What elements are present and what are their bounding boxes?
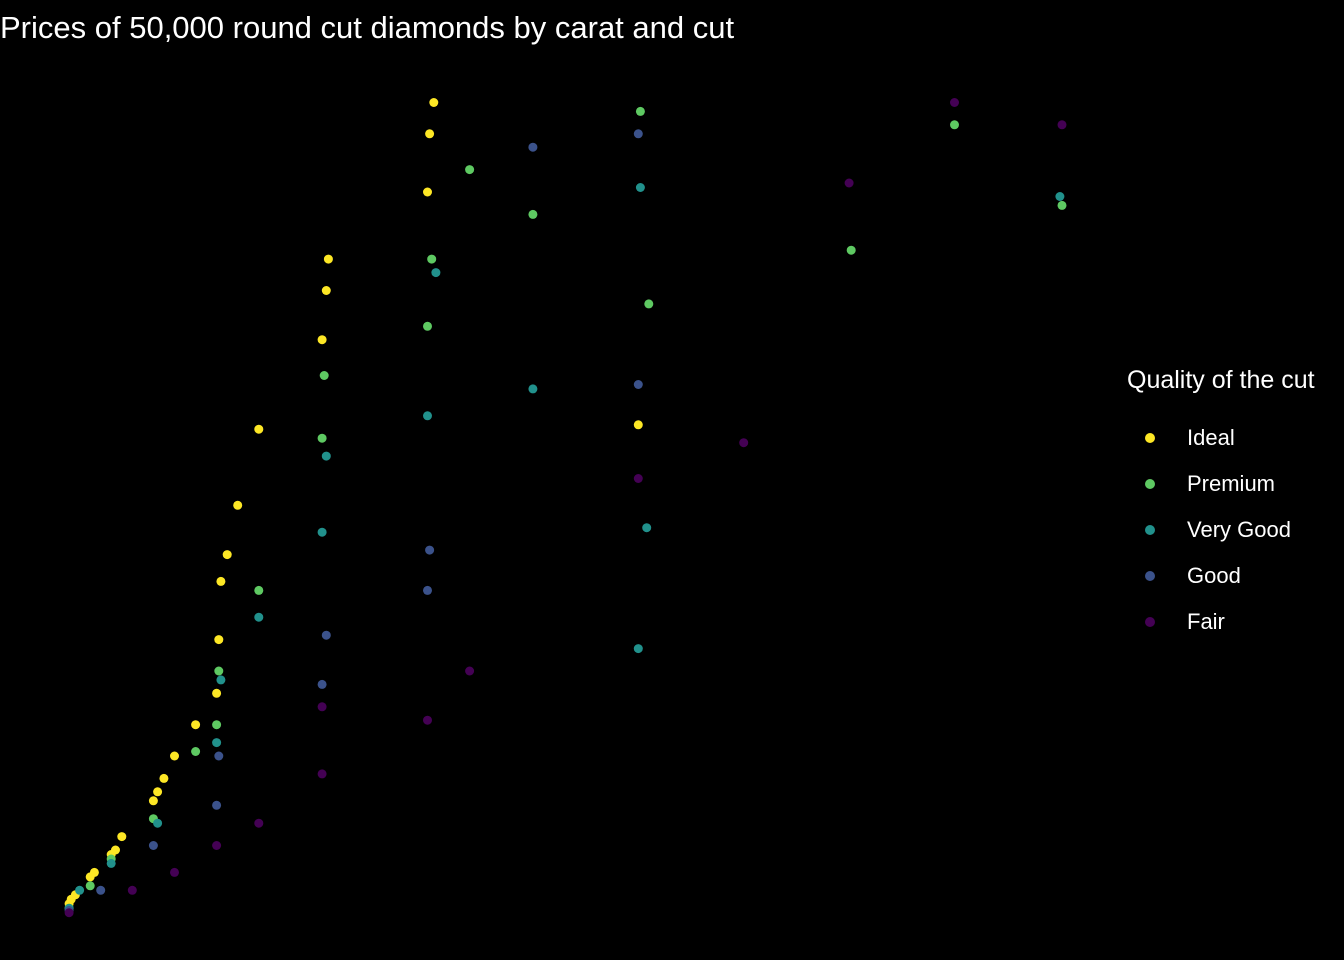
point-very-good-10	[431, 268, 441, 278]
point-good-5	[317, 679, 327, 689]
point-fair-11	[844, 178, 854, 188]
point-very-good-5	[216, 675, 226, 685]
point-ideal-7	[117, 832, 127, 842]
point-premium-16	[846, 245, 856, 255]
point-fair-13	[1057, 120, 1067, 130]
point-ideal-12	[191, 720, 201, 730]
point-ideal-9	[153, 787, 163, 797]
point-ideal-13	[212, 688, 222, 698]
point-very-good-15	[1055, 192, 1065, 201]
legend-item-very-good: Very Good	[1127, 507, 1344, 553]
point-ideal-16	[222, 550, 232, 560]
point-ideal-19	[317, 335, 327, 345]
legend-key-icon	[1145, 479, 1155, 489]
point-very-good-11	[528, 384, 538, 394]
point-fair-9	[633, 474, 643, 483]
point-ideal-8	[148, 796, 158, 806]
legend-key-icon	[1145, 571, 1155, 581]
legend-key-icon	[1145, 617, 1155, 627]
point-good-8	[425, 545, 435, 555]
point-fair-2	[170, 867, 179, 877]
point-ideal-23	[425, 129, 435, 139]
point-good-10	[633, 380, 643, 389]
legend-key-icon	[1145, 525, 1155, 535]
point-fair-10	[739, 438, 749, 448]
points-layer	[64, 98, 1067, 918]
legend-item-good: Good	[1127, 553, 1344, 599]
legend-item-fair: Fair	[1127, 599, 1344, 645]
point-ideal-15	[216, 576, 226, 586]
point-premium-13	[528, 209, 538, 219]
point-very-good-4	[212, 738, 222, 748]
point-very-good-12	[633, 644, 643, 654]
point-good-3	[212, 800, 222, 810]
point-premium-10	[423, 321, 432, 331]
point-premium-5	[212, 720, 222, 730]
point-premium-6	[214, 666, 224, 676]
legend-label: Good	[1187, 563, 1241, 588]
point-ideal-14	[214, 635, 224, 645]
point-fair-8	[465, 666, 475, 676]
point-ideal-17	[233, 500, 243, 510]
point-ideal-10	[159, 773, 169, 783]
point-ideal-6	[111, 845, 120, 855]
point-premium-4	[191, 747, 201, 756]
point-very-good-2	[106, 858, 116, 868]
point-very-good-1	[75, 885, 85, 895]
point-very-good-3	[153, 818, 163, 828]
point-premium-17	[950, 120, 959, 130]
point-premium-9	[319, 371, 329, 380]
point-ideal-11	[170, 751, 179, 761]
legend-key-icon	[1145, 433, 1155, 443]
point-ideal-22	[423, 187, 432, 197]
point-good-1	[96, 885, 106, 895]
legend: Quality of the cut Ideal Premium Very Good…	[1127, 366, 1344, 645]
point-good-6	[321, 630, 331, 640]
point-premium-18	[1057, 200, 1067, 210]
point-premium-1	[85, 881, 95, 891]
point-fair-7	[423, 715, 432, 725]
point-good-7	[423, 585, 432, 595]
point-ideal-25	[633, 420, 643, 430]
point-fair-3	[212, 841, 222, 850]
point-fair-0	[64, 908, 74, 918]
point-very-good-7	[317, 527, 327, 537]
point-very-good-9	[423, 411, 432, 421]
point-ideal-24	[429, 98, 439, 107]
legend-label: Premium	[1187, 471, 1276, 496]
legend-label: Very Good	[1187, 517, 1291, 542]
point-fair-5	[317, 769, 327, 779]
point-very-good-13	[635, 183, 645, 192]
point-premium-15	[644, 299, 654, 309]
point-fair-4	[254, 818, 264, 828]
chart-title: Prices of 50,000 round cut diamonds by c…	[0, 10, 735, 45]
point-premium-12	[465, 165, 475, 175]
point-ideal-18	[254, 424, 264, 434]
legend-title: Quality of the cut	[1127, 366, 1315, 394]
point-very-good-6	[254, 612, 264, 622]
point-good-2	[148, 841, 158, 850]
point-good-11	[633, 129, 643, 139]
point-premium-11	[427, 254, 437, 264]
legend-label: Fair	[1187, 609, 1225, 634]
point-good-9	[528, 142, 538, 152]
point-premium-14	[635, 106, 645, 116]
point-ideal-21	[323, 254, 333, 264]
point-fair-12	[950, 98, 959, 107]
point-fair-6	[317, 702, 327, 712]
legend-label: Ideal	[1187, 425, 1235, 450]
point-ideal-4	[89, 867, 99, 877]
point-good-4	[214, 751, 224, 761]
point-ideal-20	[321, 286, 331, 295]
point-very-good-8	[321, 451, 331, 461]
point-premium-8	[317, 433, 327, 443]
legend-item-premium: Premium	[1127, 461, 1344, 507]
point-premium-7	[254, 585, 264, 595]
legend-item-ideal: Ideal	[1127, 415, 1344, 461]
point-very-good-14	[642, 523, 652, 533]
point-fair-1	[127, 885, 137, 895]
